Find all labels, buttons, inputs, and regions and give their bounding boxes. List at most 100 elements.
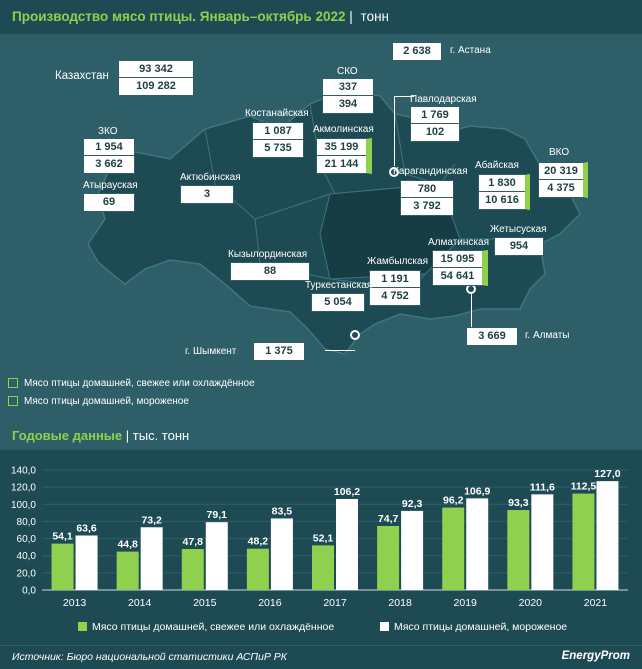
astana-leader-h xyxy=(394,96,414,97)
y-tick-label: 80,0 xyxy=(17,517,37,528)
kyzylorda-values: 88 xyxy=(230,262,310,281)
x-tick-label: 2018 xyxy=(388,597,412,609)
title-bar: Производство мясо птицы. Январь–октябрь … xyxy=(0,0,642,34)
x-tick-label: 2016 xyxy=(258,597,282,609)
akmola-values: 35 199 21 144 xyxy=(316,138,372,174)
section-title: Годовые данные | тыс. тонн xyxy=(12,428,190,443)
x-tick-label: 2021 xyxy=(584,597,608,609)
zhetysu-values: 954 xyxy=(494,237,544,256)
sko-label: СКО xyxy=(337,66,358,77)
astana-pin xyxy=(389,167,399,177)
almaty-region-values: 15 095 54 641 xyxy=(432,250,488,286)
brand-logo: EnergyProm xyxy=(561,650,630,662)
pavlodar-label: Павлодарская xyxy=(410,94,477,105)
data-label: 48,2 xyxy=(248,536,269,548)
legend-swatch xyxy=(380,622,389,631)
aktobe-values: 3 xyxy=(180,185,234,204)
bar-frozen xyxy=(466,498,489,590)
bar-frozen xyxy=(270,518,293,590)
data-label: 106,2 xyxy=(334,486,360,498)
x-tick-label: 2013 xyxy=(63,597,87,609)
zko-label: ЗКО xyxy=(98,126,118,137)
x-tick-label: 2014 xyxy=(128,597,152,609)
y-tick-label: 120,0 xyxy=(11,483,36,494)
x-tick-label: 2019 xyxy=(454,597,478,609)
vko-values: 20 319 4 375 xyxy=(538,162,588,198)
footer: Источник: Бюро национальной статистики А… xyxy=(0,645,642,669)
x-tick-label: 2015 xyxy=(193,597,217,609)
kostanay-values: 1 087 5 735 xyxy=(252,122,304,158)
map-legend-fresh: Мясо птицы домашней, свежее или охлаждён… xyxy=(8,378,255,389)
bar-fresh xyxy=(181,549,204,590)
y-tick-label: 40,0 xyxy=(17,551,37,562)
bar-chart: 0,0 20,0 40,0 60,0 80,0 100,0 120,0 140,0 54,163… xyxy=(11,466,628,633)
page-title: Производство мясо птицы. Январь–октябрь … xyxy=(12,9,389,24)
aktobe-label: Актюбинская xyxy=(180,172,241,183)
shymkent-values: 1 375 xyxy=(253,342,305,361)
y-tick-label: 100,0 xyxy=(11,500,36,511)
x-tick-label: 2017 xyxy=(323,597,347,609)
y-tick-label: 60,0 xyxy=(17,534,37,545)
data-label: 54,1 xyxy=(52,531,73,543)
shymkent-pin xyxy=(350,330,360,340)
legend-swatch-frozen xyxy=(8,396,18,407)
legend-label: Мясо птицы домашней, свежее или охлаждён… xyxy=(92,621,334,633)
data-label: 73,2 xyxy=(141,514,162,526)
zhambyl-label: Жамбылская xyxy=(367,256,428,267)
akmola-label: Акмолинская xyxy=(313,124,374,135)
y-tick-label: 20,0 xyxy=(17,568,37,579)
kazakhstan-frozen: 109 282 xyxy=(136,80,176,92)
kostanay-label: Костанайская xyxy=(245,108,309,119)
data-label: 83,5 xyxy=(272,505,293,517)
turkestan-label: Туркестанская xyxy=(305,280,373,291)
karaganda-label: Карагандинская xyxy=(393,166,468,177)
atyrau-label: Атырауская xyxy=(83,180,138,191)
pavlodar-values: 1 769 102 xyxy=(410,106,460,142)
legend-swatch-fresh xyxy=(8,378,18,389)
kazakhstan-label: Казахстан xyxy=(55,70,109,82)
bar-fresh xyxy=(51,543,74,590)
map-legend-frozen: Мясо птицы домашней, мороженое xyxy=(8,396,189,407)
x-tick-label: 2020 xyxy=(519,597,543,609)
bar-fresh xyxy=(312,545,334,590)
almaty-city-values: 3 669 xyxy=(466,327,518,346)
data-label: 96,2 xyxy=(443,495,464,507)
karaganda-values: 780 3 792 xyxy=(400,180,454,216)
abay-values: 1 830 10 616 xyxy=(478,174,530,210)
data-label: 74,7 xyxy=(378,513,399,525)
data-label: 111,6 xyxy=(530,481,555,493)
bar-frozen xyxy=(140,527,163,590)
astana-leader xyxy=(394,96,395,166)
zhambyl-values: 1 191 4 752 xyxy=(369,270,421,306)
almaty-city-label: г. Алматы xyxy=(525,330,570,341)
bar-frozen xyxy=(531,494,554,590)
bar-fresh xyxy=(246,548,269,590)
bar-frozen xyxy=(401,510,424,590)
data-label: 47,8 xyxy=(183,536,204,548)
bar-fresh xyxy=(116,551,139,590)
page-unit: тонн xyxy=(360,9,389,24)
kyzylorda-label: Кызылординская xyxy=(228,249,308,260)
section-unit: тыс. тонн xyxy=(132,428,190,443)
kazakhstan-fresh: 93 342 xyxy=(119,61,193,78)
data-label: 93,3 xyxy=(508,497,529,509)
data-label: 127,0 xyxy=(594,468,620,480)
data-label: 63,6 xyxy=(76,522,97,534)
astana-label: г. Астана xyxy=(450,45,491,56)
y-tick-label: 0,0 xyxy=(22,586,36,597)
zhetysu-label: Жетысуская xyxy=(490,224,547,235)
data-label: 112,5 xyxy=(571,481,597,493)
kazakhstan-map: Казахстан 93 342 109 282 2 638 г. Астана… xyxy=(0,34,642,370)
legend-swatch xyxy=(78,622,87,631)
bar-fresh xyxy=(442,507,465,590)
source-text: Источник: Бюро национальной статистики А… xyxy=(12,651,287,663)
bar-frozen xyxy=(75,535,98,590)
data-label: 52,1 xyxy=(313,532,334,544)
section-header: Годовые данные | тыс. тонн xyxy=(0,424,642,448)
vko-label: ВКО xyxy=(549,147,570,158)
zko-values: 1 954 3 662 xyxy=(83,138,135,174)
data-label: 106,9 xyxy=(464,485,490,497)
almaty-region-label: Алматинская xyxy=(428,237,489,248)
legend-label: Мясо птицы домашней, мороженое xyxy=(394,621,567,633)
data-label: 92,3 xyxy=(402,498,423,510)
